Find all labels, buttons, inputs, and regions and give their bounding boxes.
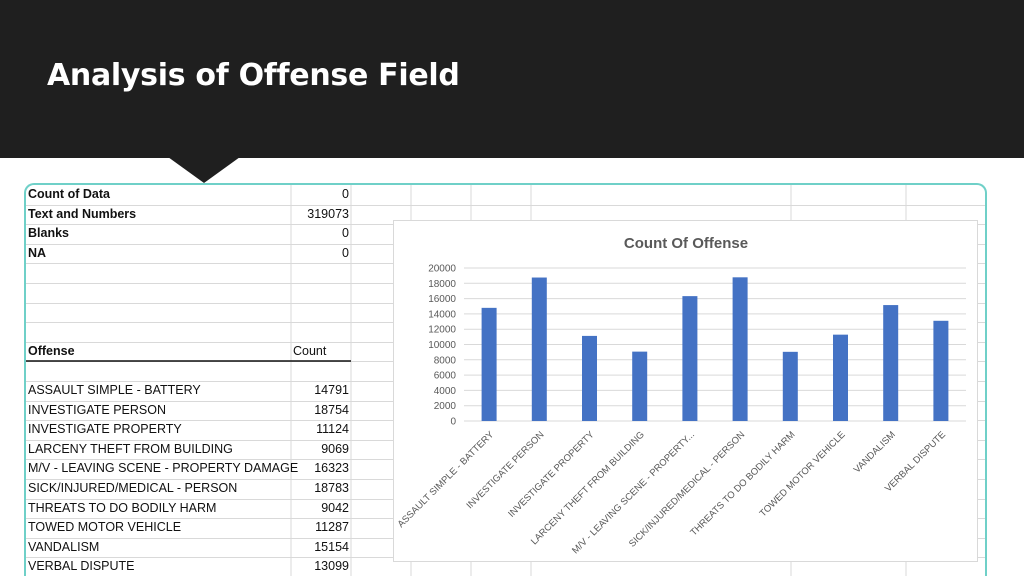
summary-row: NA 0 — [26, 244, 985, 264]
x-tick-label: TOWED MOTOR VEHICLE — [758, 429, 848, 519]
x-tick-label: ASSAULT SIMPLE - BATTERY — [396, 429, 497, 530]
offense-cell: M/V - LEAVING SCENE - PROPERTY DAMAGE — [28, 461, 299, 476]
summary-row: Text and Numbers 319073 — [26, 205, 985, 225]
y-tick-label: 20000 — [428, 264, 456, 275]
offense-cell: VERBAL DISPUTE — [28, 559, 135, 574]
summary-label: NA — [28, 245, 47, 260]
table-row: SICK/INJURED/MEDICAL - PERSON 18783 — [26, 479, 985, 499]
summary-value: 319073 — [307, 206, 349, 221]
x-tick-label: THREATS TO DO BODILY HARM — [688, 429, 797, 538]
y-tick-label: 18000 — [428, 279, 456, 290]
header-notch — [168, 157, 240, 183]
bar — [632, 351, 648, 421]
table-row: THREATS TO DO BODILY HARM 9042 — [26, 499, 985, 519]
slide-title: Analysis of Offense Field — [47, 58, 460, 93]
table-header-row: Offense Count — [26, 342, 985, 362]
count-column-header: Count — [293, 344, 327, 358]
offense-cell: ASSAULT SIMPLE - BATTERY — [28, 383, 201, 397]
bar — [582, 335, 597, 421]
offense-column-header: Offense — [28, 344, 75, 358]
offense-cell: INVESTIGATE PROPERTY — [28, 422, 182, 437]
offense-cell: TOWED MOTOR VEHICLE — [28, 520, 182, 535]
chart-title: Count Of Offense — [624, 235, 748, 252]
bar — [481, 307, 497, 421]
summary-label: Text and Numbers — [28, 206, 137, 221]
y-tick-label: 0 — [450, 417, 456, 428]
count-cell: 18754 — [314, 402, 349, 417]
count-cell: 11124 — [316, 422, 349, 437]
table-row: VERBAL DISPUTE 13099 — [26, 557, 985, 576]
count-cell: 14791 — [314, 383, 349, 397]
summary-value: 0 — [342, 226, 349, 241]
y-tick-label: 10000 — [428, 340, 456, 351]
count-cell: 16323 — [314, 461, 349, 476]
count-cell: 9069 — [321, 441, 349, 456]
summary-row: Count of Data 0 — [26, 185, 985, 205]
bar — [933, 320, 949, 421]
count-cell: 11287 — [315, 520, 349, 535]
offense-cell: THREATS TO DO BODILY HARM — [28, 500, 217, 515]
y-tick-label: 16000 — [428, 294, 456, 305]
bar — [531, 277, 547, 421]
y-tick-label: 2000 — [434, 401, 457, 412]
table-row: M/V - LEAVING SCENE - PROPERTY DAMAGE 16… — [26, 459, 985, 479]
offense-cell: VANDALISM — [28, 539, 100, 554]
y-tick-label: 4000 — [434, 386, 457, 397]
bar — [883, 305, 899, 421]
y-tick-label: 8000 — [434, 355, 457, 366]
summary-label: Blanks — [28, 226, 69, 241]
offense-chart: Count Of Offense 0 2000 4000 6000 8000 10000 1… — [393, 220, 978, 562]
table-row: VANDALISM 15154 — [26, 538, 985, 558]
summary-value: 0 — [342, 245, 349, 260]
table-row: TOWED MOTOR VEHICLE 11287 — [26, 518, 985, 538]
x-tick-label: VANDALISM — [852, 429, 898, 475]
count-cell: 13099 — [314, 559, 349, 574]
summary-label: Count of Data — [28, 187, 110, 201]
bar — [732, 277, 748, 421]
summary-value: 0 — [342, 187, 349, 201]
count-cell: 18783 — [314, 481, 349, 495]
offense-cell: LARCENY THEFT FROM BUILDING — [28, 441, 233, 456]
bar — [782, 351, 798, 421]
y-tick-label: 6000 — [434, 371, 457, 382]
bar-chart-svg: Count Of Offense 0 2000 4000 6000 8000 10000 1… — [396, 235, 966, 556]
offense-cell: INVESTIGATE PERSON — [28, 402, 166, 417]
slide-header: Analysis of Offense Field — [0, 0, 1024, 158]
offense-cell: SICK/INJURED/MEDICAL - PERSON — [28, 481, 238, 495]
count-cell: 15154 — [314, 539, 349, 554]
table-row: INVESTIGATE PERSON 18754 — [26, 401, 985, 421]
count-cell: 9042 — [321, 500, 349, 515]
y-tick-label: 12000 — [428, 325, 456, 336]
bar — [682, 296, 698, 421]
table-row: LARCENY THEFT FROM BUILDING 9069 — [26, 440, 985, 460]
bar — [833, 334, 848, 421]
summary-row: Blanks 0 — [26, 224, 985, 244]
table-row: INVESTIGATE PROPERTY 11124 — [26, 420, 985, 440]
y-tick-label: 14000 — [428, 309, 456, 320]
x-tick-label: INVESTIGATE PROPERTY — [506, 429, 597, 520]
table-row: ASSAULT SIMPLE - BATTERY 14791 — [26, 381, 985, 401]
